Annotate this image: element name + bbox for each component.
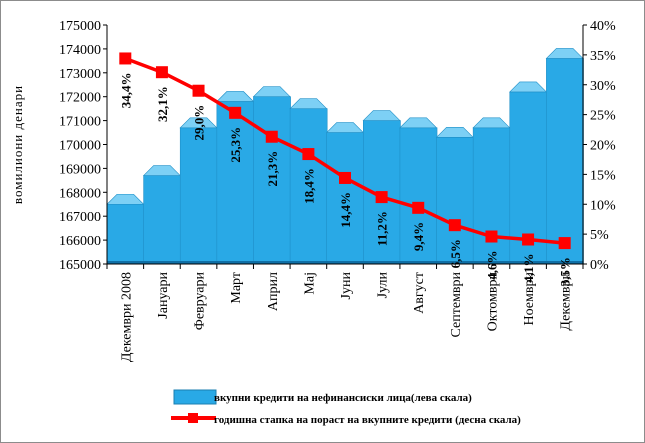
x-category-label: Ноември — [522, 272, 537, 326]
x-category-label: Октомври — [485, 271, 500, 331]
left-tick-label: 167000 — [59, 210, 101, 225]
line-marker — [522, 233, 535, 246]
line-marker — [375, 191, 388, 204]
bar — [106, 203, 145, 265]
legend: вкупни кредити на нефинансиски лица(лева… — [171, 389, 521, 426]
x-category-label: Мај — [302, 272, 317, 295]
data-label: 34,4% — [118, 72, 133, 108]
bar-top-face — [435, 127, 474, 138]
bar — [546, 58, 584, 265]
line-marker — [302, 148, 315, 161]
bar-top-face — [362, 110, 401, 121]
left-tick-label: 169000 — [59, 162, 101, 177]
left-tick-label: 168000 — [59, 186, 101, 201]
right-tick-label: 5% — [590, 228, 609, 243]
bar — [179, 127, 218, 265]
x-category-label: Февруари — [193, 272, 208, 331]
left-tick-label: 172000 — [59, 91, 101, 106]
bar — [472, 127, 511, 265]
line-marker — [412, 201, 425, 214]
data-label: 4,1% — [521, 254, 536, 283]
bar-top-face — [252, 86, 291, 97]
bar — [143, 175, 182, 265]
left-tick-label: 174000 — [59, 43, 101, 58]
data-label: 9,4% — [411, 222, 426, 251]
bar-series — [106, 48, 584, 265]
line-marker — [265, 130, 278, 143]
line-marker — [229, 106, 242, 119]
bar-top-face — [106, 193, 145, 205]
data-label: 14,4% — [338, 192, 353, 228]
line-marker — [558, 237, 571, 250]
right-tick-label: 35% — [590, 49, 616, 64]
bar-top-face — [325, 122, 365, 133]
bar-top-face — [509, 81, 548, 93]
left-axis-title: вомилиони денари — [10, 85, 25, 204]
data-labels: 34,4% 32,1% 29,0% 25,3% 21,3% 18,4% 14,4% 11,2%… — [118, 72, 572, 286]
bar — [216, 101, 255, 265]
data-label: 6,5% — [448, 239, 463, 268]
legend-label-line: годишна стапка на пораст на вкупните кре… — [214, 414, 521, 426]
left-tick-label: 175000 — [59, 19, 101, 34]
right-tick-label: 0% — [590, 258, 609, 273]
line-marker — [155, 66, 168, 79]
legend-label-bar: вкупни кредити на нефинансиски лица(лева… — [214, 392, 472, 404]
data-label: 11,2% — [375, 211, 390, 246]
x-category-label: Август — [412, 272, 427, 314]
data-label: 32,1% — [155, 86, 170, 122]
data-label: 4,6% — [484, 251, 499, 280]
legend-swatch-marker — [188, 413, 198, 423]
data-label: 25,3% — [228, 127, 243, 163]
bar-top-face — [472, 117, 511, 129]
line-marker — [192, 84, 205, 97]
legend-swatch-bar — [173, 389, 217, 405]
right-tick-label: 40% — [590, 19, 616, 34]
line-marker — [339, 171, 351, 184]
right-tick-label: 25% — [590, 109, 616, 124]
x-category-label: Јуни — [339, 271, 354, 299]
left-tick-label: 166000 — [59, 234, 101, 249]
left-tick-label: 171000 — [59, 115, 101, 130]
data-label: 21,3% — [265, 151, 280, 187]
x-category-label: Јануари — [156, 272, 171, 319]
bar-top-face — [399, 117, 438, 129]
right-tick-label: 20% — [590, 139, 616, 154]
bar — [399, 127, 438, 265]
x-category-label: Декември — [559, 272, 574, 331]
axes: 165000 166000 167000 168000 169000 170000 1710… — [10, 19, 616, 362]
bar-top-face — [216, 91, 255, 102]
bar — [289, 108, 328, 265]
data-label: 29,0% — [192, 105, 207, 141]
left-tick-label: 165000 — [59, 258, 101, 273]
left-tick-label: 173000 — [59, 67, 101, 82]
line-series — [119, 52, 571, 250]
right-tick-label: 10% — [590, 198, 616, 213]
x-category-label: Март — [229, 272, 244, 304]
right-tick-label: 15% — [590, 168, 616, 183]
data-label: 3,5% — [558, 257, 573, 286]
bar-top-face — [545, 48, 584, 59]
bar-top-face — [179, 117, 218, 129]
x-category-label: Септември — [449, 271, 464, 337]
right-tick-label: 30% — [590, 79, 616, 94]
x-category-label: Декември 2008 — [119, 272, 134, 362]
bar-floor — [107, 261, 583, 264]
bar-top-face — [142, 165, 181, 176]
x-category-label: Април — [266, 272, 281, 311]
line-marker — [119, 52, 132, 65]
line-marker — [448, 219, 461, 232]
x-category-label: Јули — [376, 271, 391, 298]
data-label: 18,4% — [301, 168, 316, 204]
bar-top-face — [289, 98, 328, 109]
line-marker — [485, 230, 498, 243]
left-tick-label: 170000 — [59, 139, 101, 154]
